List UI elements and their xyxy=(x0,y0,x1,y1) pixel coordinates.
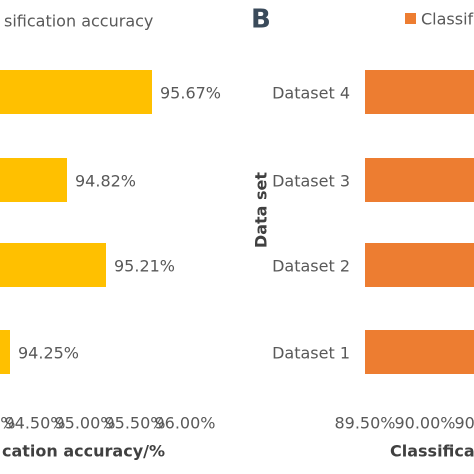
x-tick-label: 94.00% xyxy=(0,414,16,433)
panel-label: B xyxy=(251,5,271,35)
x-tick-label: 90.00% xyxy=(394,414,455,433)
bar xyxy=(365,330,474,374)
bar xyxy=(0,158,67,202)
x-tick-label: 89.50% xyxy=(334,414,395,433)
y-tick-label: Dataset 4 xyxy=(272,84,350,103)
x-tick-label: 94.50% xyxy=(4,414,65,433)
x-tick-label: 95.00% xyxy=(54,414,115,433)
x-tick-label: 95.50% xyxy=(104,414,165,433)
bar xyxy=(365,158,474,202)
y-tick-label: Dataset 1 xyxy=(272,344,350,363)
x-axis-title: cation accuracy/% xyxy=(2,442,165,461)
data-label: 95.67% xyxy=(160,84,221,103)
bar xyxy=(0,243,106,287)
data-label: 94.82% xyxy=(75,172,136,191)
x-tick-label: 96.00% xyxy=(154,414,215,433)
bar xyxy=(0,330,10,374)
bar xyxy=(0,70,152,114)
bar xyxy=(365,243,474,287)
y-tick-label: Dataset 2 xyxy=(272,257,350,276)
data-label: 95.21% xyxy=(114,257,175,276)
data-label: 94.25% xyxy=(18,344,79,363)
x-axis-title: Classificati xyxy=(390,442,474,461)
legend-swatch xyxy=(405,13,416,24)
bar xyxy=(365,70,474,114)
y-axis-title: Data set xyxy=(252,172,271,248)
x-tick-label: 90.50% xyxy=(454,414,474,433)
legend-label: Classif xyxy=(421,10,474,29)
legend-label: sification accuracy xyxy=(4,12,153,31)
y-tick-label: Dataset 3 xyxy=(272,172,350,191)
